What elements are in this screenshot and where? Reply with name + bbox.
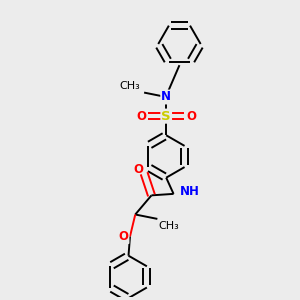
Text: N: N xyxy=(161,91,171,103)
Text: O: O xyxy=(134,163,144,176)
Text: O: O xyxy=(118,230,128,243)
Text: O: O xyxy=(136,110,146,123)
Text: S: S xyxy=(161,110,171,123)
Text: CH₃: CH₃ xyxy=(120,81,141,91)
Text: NH: NH xyxy=(180,185,200,198)
Text: CH₃: CH₃ xyxy=(159,221,180,231)
Text: O: O xyxy=(186,110,196,123)
